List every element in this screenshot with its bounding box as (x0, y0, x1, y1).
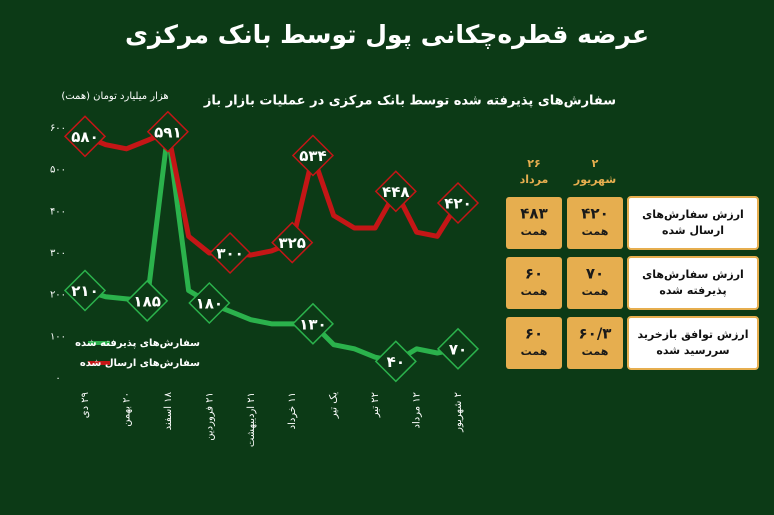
data-label: ۱۸۵ (133, 292, 160, 310)
table-cell (506, 317, 562, 369)
cell-text: ۶۰ (525, 325, 543, 343)
label-diamond (63, 115, 107, 158)
y-tick-label: ۱۰۰ (50, 331, 66, 342)
cell-text: همت (582, 225, 609, 238)
data-label: ۵۸۰ (71, 128, 98, 146)
cell-text: ۴۸۳ (520, 205, 547, 223)
row-label: ارزش توافق بازخرید (637, 328, 748, 341)
x-tick-label: ۱۸ اسفند (163, 391, 174, 430)
label-diamond (374, 170, 417, 213)
label-diamond (374, 340, 417, 383)
x-tick-label: یک تیر (329, 392, 340, 419)
row-label: ارزش سفارش‌های (642, 208, 744, 221)
data-label: ۴۴۸ (382, 183, 409, 201)
subtitle: سفارش‌های پذیرفته شده توسط بانک مرکزی در… (203, 94, 616, 109)
cell-text: همت (582, 345, 609, 358)
cell-text: همت (582, 285, 609, 298)
y-tick-label: ۳۰۰ (50, 248, 66, 259)
x-tick-label: ۲۰ بهمن (121, 392, 132, 427)
chart-title: عرضه قطره‌چکانی پول توسط بانک مرکزی (125, 20, 649, 50)
data-label: ۴۰ (387, 353, 405, 371)
data-label: ۵۳۴ (299, 147, 326, 165)
data-label: ۴۲۰ (444, 195, 471, 213)
y-tick-label: ۲۰۰ (50, 290, 66, 301)
cell-text: ۶۰ (525, 265, 543, 283)
data-label: ۳۰۰ (216, 245, 243, 263)
x-tick-label: ۲ شهریور (453, 392, 464, 433)
y-tick-label: ۴۰۰ (50, 206, 66, 217)
row-label-box (627, 256, 759, 310)
y-tick-label: ۶۰۰ (50, 123, 66, 134)
y-tick-label: ۰ (55, 373, 60, 384)
cell-text: ۶۰/۳ (579, 325, 612, 343)
table-header: ۲۶ (527, 157, 540, 170)
table-header: مرداد (520, 173, 549, 186)
label-diamond (146, 110, 189, 153)
x-tick-label: ۲۲ تیر (370, 392, 381, 418)
x-tick-label: ۱۲ مرداد (412, 392, 423, 429)
data-label: ۱۸۰ (196, 295, 223, 313)
row-label: ارسال شده (662, 224, 724, 237)
label-diamond (126, 279, 169, 322)
y-tick-label: ۵۰۰ (50, 165, 66, 176)
cell-text: ۷۰ (586, 265, 604, 283)
y-axis-label: هزار میلیارد تومان (همت) (61, 91, 168, 102)
label-diamond (63, 269, 107, 312)
data-label: ۱۳۰ (299, 315, 326, 333)
cell-text: همت (521, 345, 548, 358)
x-tick-label: ۱۱ خرداد (287, 392, 298, 429)
row-label: پذیرفته شده (659, 284, 726, 297)
label-diamond (291, 134, 335, 177)
label-diamond (208, 231, 252, 275)
table-cell (506, 257, 562, 309)
row-label: ارزش سفارش‌های (642, 268, 744, 281)
label-diamond (188, 281, 231, 325)
table-header: ۲ (592, 157, 599, 170)
data-label: ۵۹۱ (154, 123, 181, 141)
label-diamond (436, 327, 480, 370)
data-label: ۳۲۵ (278, 234, 305, 252)
table-cell (506, 197, 562, 249)
label-diamond (436, 181, 480, 225)
legend-label: سفارش‌های پذیرفته شده (75, 338, 200, 349)
label-diamond (271, 221, 314, 264)
row-label: سررسید شده (656, 344, 729, 357)
table-cell (567, 197, 623, 249)
data-label: ۲۱۰ (71, 282, 98, 300)
cell-text: همت (521, 285, 548, 298)
legend-label: سفارش‌های ارسال شده (80, 358, 200, 369)
data-label: ۷۰ (449, 340, 467, 358)
row-label-box (627, 316, 759, 370)
table-cell (567, 317, 623, 369)
label-diamond (291, 302, 335, 345)
table-cell (567, 257, 623, 309)
cell-text: ۴۲۰ (581, 205, 608, 223)
x-tick-label: ۲۱ فروردین (204, 392, 215, 441)
x-tick-label: ۲۱ اردیبهشت (246, 392, 257, 447)
row-label-box (627, 196, 759, 250)
table-header: شهریور (573, 173, 616, 186)
cell-text: همت (521, 225, 548, 238)
x-tick-label: ۲۹ دی (80, 392, 91, 418)
